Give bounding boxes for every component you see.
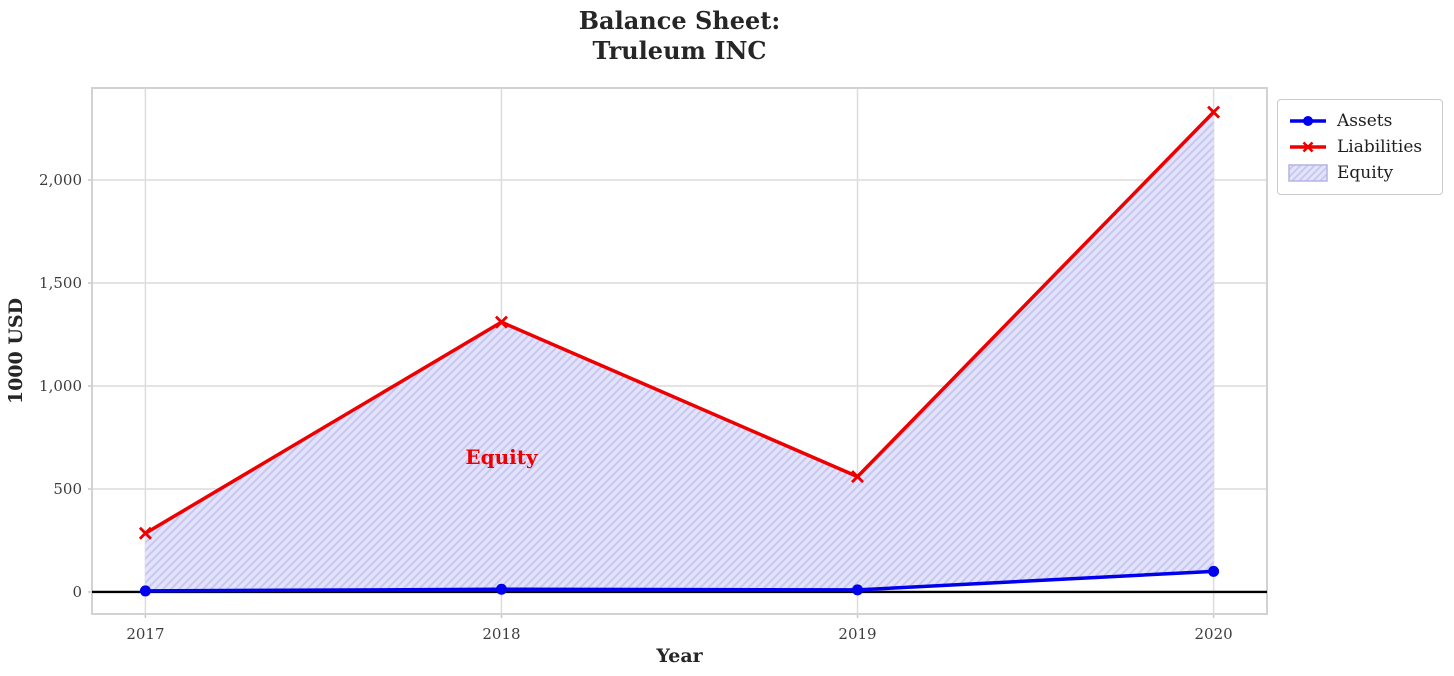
legend-item-liabilities: Liabilities [1288, 135, 1432, 159]
y-tick-label: 1,000 [39, 377, 82, 395]
y-tick-label: 0 [72, 583, 82, 601]
assets-markers [139, 565, 1220, 597]
chart-title: Balance Sheet: Truleum INC [92, 6, 1267, 66]
y-tick-label: 1,500 [39, 274, 82, 292]
chart-title-line1: Balance Sheet: [578, 6, 781, 35]
liabilities-line [143, 110, 1216, 536]
legend: Assets Liabilities Equity [1277, 99, 1443, 195]
x-tick-label: 2019 [838, 625, 876, 643]
y-tick-labels: 0 500 1,000 1,500 2,000 [39, 171, 82, 601]
legend-item-assets: Assets [1288, 109, 1432, 133]
chart-title-line2: Truleum INC [592, 36, 767, 65]
legend-item-equity: Equity [1288, 161, 1432, 185]
equity-annotation: Equity [465, 445, 538, 470]
x-axis-label: Year [656, 645, 703, 667]
y-tick-label: 2,000 [39, 171, 82, 189]
x-tick-labels: 2017 2018 2019 2020 [126, 625, 1232, 643]
legend-label-liabilities: Liabilities [1337, 137, 1423, 157]
assets-line-sample [1288, 112, 1328, 130]
liabilities-line-sample [1288, 138, 1328, 156]
x-tick-label: 2017 [126, 625, 164, 643]
equity-fill-sample [1288, 164, 1328, 182]
legend-label-equity: Equity [1337, 163, 1394, 183]
legend-label-assets: Assets [1337, 111, 1393, 131]
x-tick-label: 2018 [482, 625, 520, 643]
assets-line [143, 569, 1216, 593]
equity-fill-area [145, 112, 1214, 591]
y-axis-label: 1000 USD [5, 297, 27, 405]
plot-border [91, 87, 1268, 615]
y-tick-label: 500 [53, 480, 82, 498]
liabilities-markers [138, 105, 1221, 540]
x-tick-label: 2020 [1194, 625, 1232, 643]
